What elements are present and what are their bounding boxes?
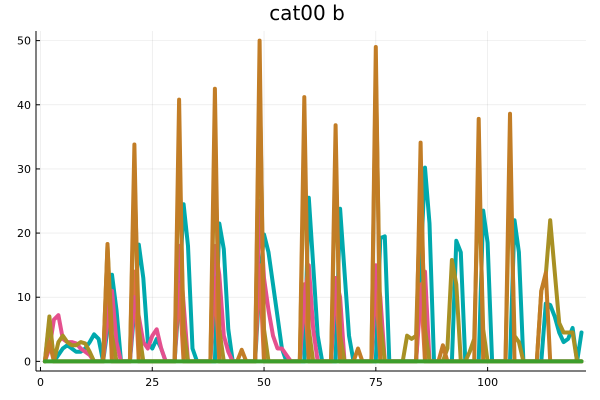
chart-title: cat00 b (269, 1, 345, 25)
y-tick-label: 20 (17, 227, 31, 240)
y-tick-label: 30 (17, 163, 31, 176)
x-tick-label: 50 (257, 376, 271, 389)
x-tick-label: 25 (145, 376, 159, 389)
axes (35, 31, 586, 372)
y-tick-label: 40 (17, 99, 31, 112)
x-tick-label: 100 (477, 376, 498, 389)
series-layer (42, 38, 584, 364)
y-tick-label: 50 (17, 35, 31, 48)
y-tick-label: 10 (17, 291, 31, 304)
y-tick-label: 0 (24, 355, 31, 368)
x-tick-label: 0 (37, 376, 44, 389)
x-tick-label: 75 (369, 376, 383, 389)
tick-labels: 0 25 50 75 100 0 10 20 30 40 50 (17, 35, 498, 389)
